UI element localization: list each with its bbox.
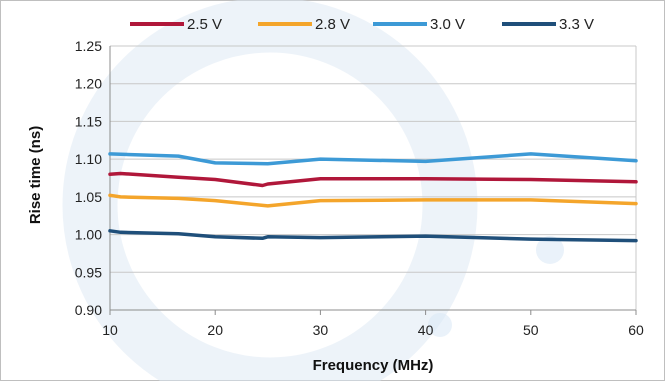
- x-tick-label: 60: [628, 322, 644, 338]
- x-tick-label: 50: [523, 322, 539, 338]
- y-tick-label: 0.95: [75, 264, 102, 280]
- series-line-3-0-v: [108, 152, 638, 166]
- legend-label-3-0-v: 3.0 V: [430, 16, 465, 33]
- x-tick-label: 30: [313, 322, 329, 338]
- y-tick-label: 1.00: [75, 227, 102, 243]
- y-tick-label: 0.90: [75, 302, 102, 318]
- legend: 2.5 V 2.8 V 3.0 V 3.3 V: [130, 16, 594, 33]
- x-tick-label: 20: [207, 322, 223, 338]
- x-tick-label: 40: [418, 322, 434, 338]
- y-tick-label: 1.15: [75, 113, 102, 129]
- x-axis-title: Frequency (MHz): [313, 357, 434, 374]
- series-line-2-8-v: [108, 193, 638, 208]
- x-tick-label: 10: [102, 322, 118, 338]
- series-line-3-3-v: [108, 229, 638, 243]
- series-lines: [108, 152, 638, 243]
- y-tick-label: 1.25: [75, 38, 102, 54]
- axes: 0.90 0.95 1.00 1.05 1.10 1.15 1.20 1.25 10 20 30 40…: [75, 38, 644, 338]
- y-axis-title: Rise time (ns): [27, 126, 44, 224]
- series-line-2-5-v: [108, 171, 638, 188]
- legend-label-2-5-v: 2.5 V: [187, 16, 222, 33]
- legend-label-2-8-v: 2.8 V: [315, 16, 350, 33]
- y-tick-label: 1.10: [75, 151, 102, 167]
- y-tick-label: 1.20: [75, 76, 102, 92]
- y-tick-label: 1.05: [75, 189, 102, 205]
- legend-label-3-3-v: 3.3 V: [559, 16, 594, 33]
